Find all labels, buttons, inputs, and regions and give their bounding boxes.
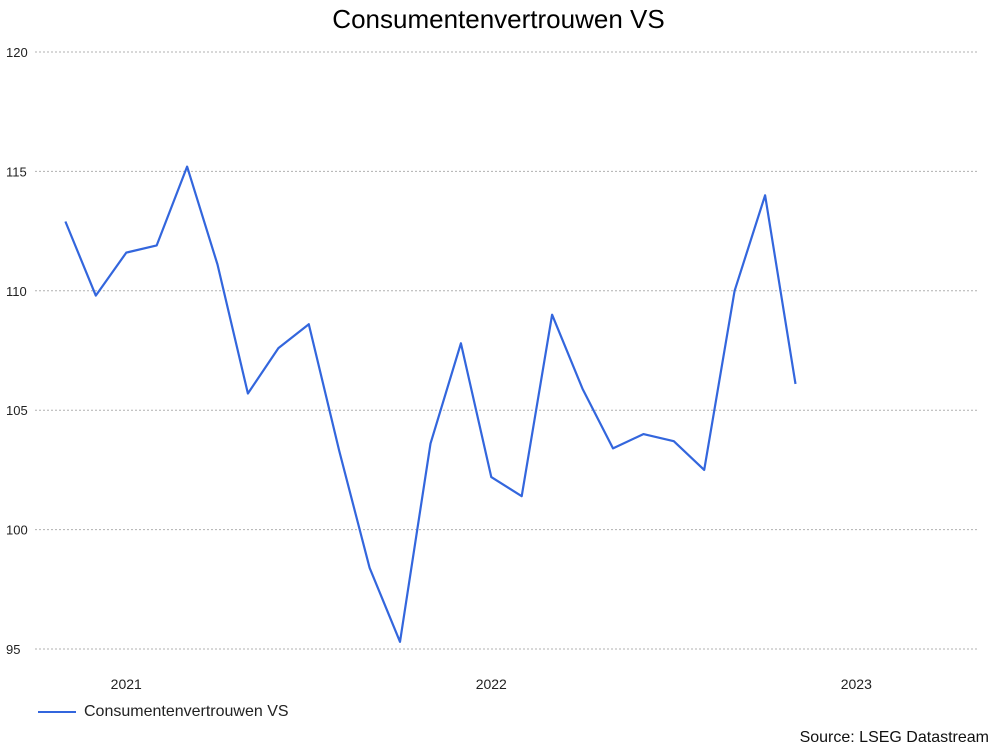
x-tick-label: 2021 [111, 676, 142, 692]
series-layer [63, 165, 797, 644]
data-point [307, 322, 311, 326]
data-point [185, 165, 189, 169]
data-point [793, 382, 797, 386]
data-point [398, 640, 402, 644]
data-point [94, 294, 98, 298]
data-point [641, 432, 645, 436]
chart-title: Consumentenvertrouwen VS [332, 4, 665, 34]
data-point [428, 442, 432, 446]
legend: Consumentenvertrouwen VS [38, 703, 289, 721]
data-point [368, 566, 372, 570]
data-point [459, 341, 463, 345]
data-point [63, 220, 67, 224]
data-point [155, 243, 159, 247]
data-point [702, 468, 706, 472]
data-point [276, 346, 280, 350]
data-point [733, 289, 737, 293]
data-point [246, 391, 250, 395]
x-tick-label: 2022 [476, 676, 507, 692]
y-tick-label: 110 [6, 284, 27, 299]
data-point [672, 439, 676, 443]
x-axis-ticks: 2021 2022 2023 [111, 676, 872, 692]
data-point [489, 475, 493, 479]
series-line-0 [64, 165, 797, 643]
source-note: Source: LSEG Datastream [799, 729, 989, 746]
legend-swatch [38, 711, 76, 713]
y-tick-label: 115 [6, 164, 27, 179]
data-point [611, 446, 615, 450]
y-tick-label: 100 [6, 523, 28, 538]
data-point [216, 263, 220, 267]
data-point [763, 193, 767, 197]
data-point [520, 494, 524, 498]
legend-label: Consumentenvertrouwen VS [84, 703, 289, 720]
gridlines [35, 51, 978, 650]
data-point [550, 313, 554, 317]
data-point [124, 251, 128, 255]
y-tick-label: 95 [6, 642, 20, 657]
y-tick-label: 105 [6, 403, 28, 418]
y-axis-ticks: 95 100 105 110 115 120 [6, 45, 28, 657]
y-tick-label: 120 [6, 45, 28, 60]
data-point [581, 387, 585, 391]
data-point [337, 449, 341, 453]
x-tick-label: 2023 [841, 676, 872, 692]
